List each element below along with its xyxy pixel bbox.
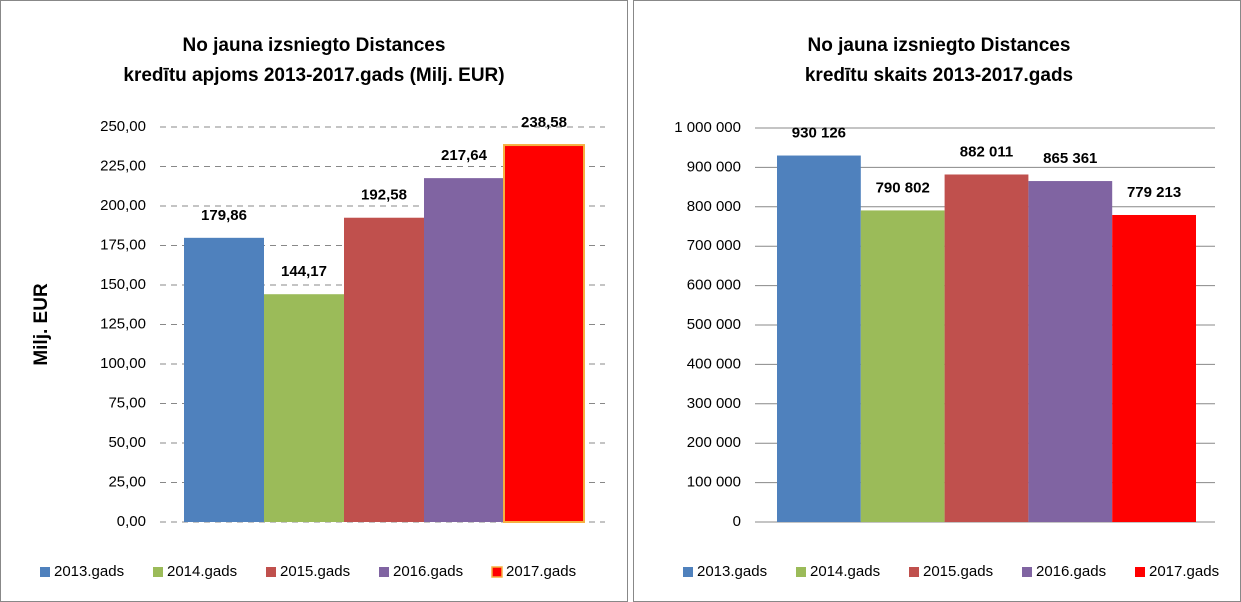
legend-swatch [1135,567,1145,577]
value-label: 192,58 [361,187,407,204]
y-tick-label: 50,00 [108,434,146,451]
y-tick-label: 175,00 [100,236,146,253]
y-tick-label: 250,00 [100,118,146,135]
bar [424,178,504,523]
y-tick-label: 500 000 [687,316,741,333]
y-tick-label: 100 000 [687,474,741,491]
value-label: 144,17 [281,263,327,280]
legend-swatch [1022,567,1032,577]
chart-title: No jauna izsniegto Distances [808,35,1071,56]
bar [1028,181,1113,522]
legend-label: 2015.gads [923,563,993,580]
y-tick-label: 300 000 [687,395,741,412]
legend-swatch [40,567,50,577]
bar [264,294,344,522]
legend-label: 2017.gads [1149,563,1219,580]
legend-label: 2016.gads [393,563,463,580]
y-tick-label: 700 000 [687,237,741,254]
chart: No jauna izsniegto Distances kredītu apjo… [0,0,628,602]
y-tick-label: 0,00 [117,513,146,530]
y-tick-label: 900 000 [687,158,741,175]
y-tick-label: 225,00 [100,157,146,174]
bar [503,144,585,523]
y-tick-label: 600 000 [687,277,741,294]
value-label: 217,64 [441,147,488,164]
y-tick-label: 75,00 [108,394,146,411]
legend-swatch [683,567,693,577]
legend-label: 2014.gads [810,563,880,580]
y-tick-label: 125,00 [100,315,146,332]
legend-swatch [266,567,276,577]
value-label: 930 126 [792,124,846,141]
bar [860,210,945,522]
value-label: 790 802 [876,179,930,196]
legend-swatch [909,567,919,577]
y-tick-label: 100,00 [100,355,146,372]
y-tick-label: 0 [733,513,741,530]
value-label: 238,58 [521,114,567,131]
bar [184,237,264,522]
chart-title: kredītu skaits 2013-2017.gads [805,65,1073,86]
value-label: 179,86 [201,207,247,224]
y-tick-label: 200,00 [100,197,146,214]
y-tick-label: 800 000 [687,198,741,215]
legend-label: 2013.gads [54,563,124,580]
legend-label: 2016.gads [1036,563,1106,580]
legend-swatch [796,567,806,577]
legend-swatch [153,567,163,577]
y-tick-label: 25,00 [108,473,146,490]
chart-title: No jauna izsniegto Distances [183,35,446,56]
bar [944,174,1029,522]
y-tick-label: 400 000 [687,355,741,372]
bar [1112,214,1196,522]
value-label: 865 361 [1043,150,1097,167]
bar [344,217,424,522]
legend-label: 2015.gads [280,563,350,580]
value-label: 779 213 [1127,184,1181,201]
legend-label: 2017.gads [506,563,576,580]
value-label: 882 011 [960,143,1013,160]
chart: No jauna izsniegto Distances kredītu skai… [633,0,1241,602]
legend-label: 2014.gads [167,563,237,580]
bar [777,155,861,523]
y-tick-label: 200 000 [687,434,741,451]
y-axis-label: Milj. EUR [31,283,52,366]
legend-swatch [379,567,389,577]
y-tick-label: 1 000 000 [674,119,741,136]
legend-label: 2013.gads [697,563,767,580]
chart-title: kredītu apjoms 2013-2017.gads (Milj. EUR… [123,65,504,86]
legend-swatch [491,566,503,578]
y-tick-label: 150,00 [100,276,146,293]
